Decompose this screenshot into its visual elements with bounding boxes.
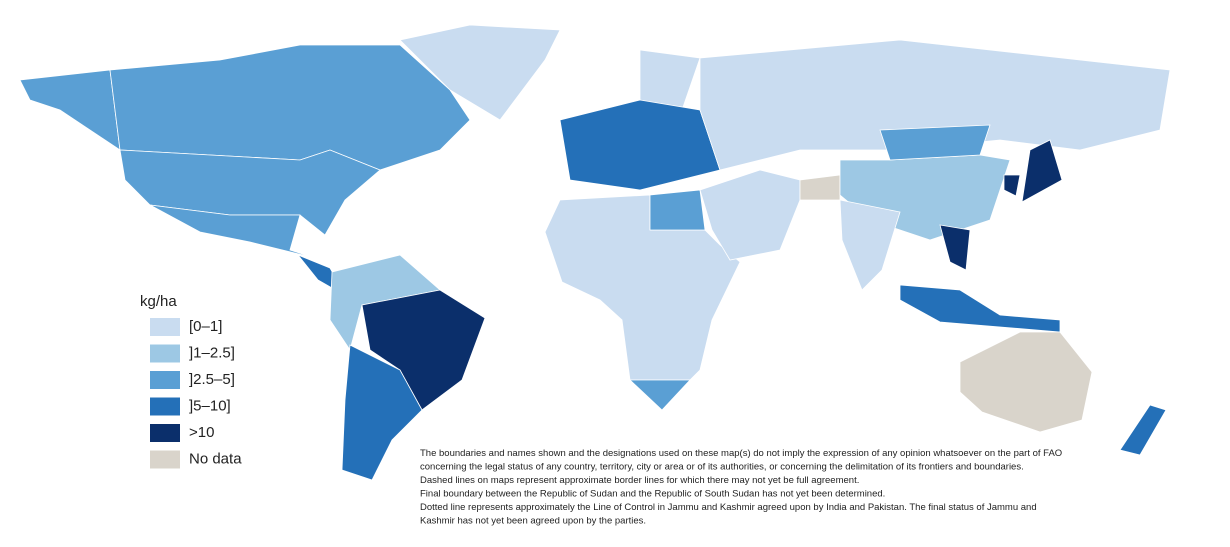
vietnam xyxy=(939,224,971,271)
legend: [0–1] ]1–2.5] ]2.5–5] ]5–10] >10 No data xyxy=(150,318,242,469)
legend-swatch xyxy=(150,344,180,363)
middle-east xyxy=(699,169,801,261)
europe xyxy=(559,99,721,191)
russia xyxy=(699,39,1171,171)
legend-label: ]1–2.5] xyxy=(189,344,235,361)
legend-swatch xyxy=(150,318,180,336)
australia xyxy=(959,331,1093,433)
legend-label: [0–1] xyxy=(189,318,222,335)
scandinavia xyxy=(639,49,701,111)
world-map xyxy=(19,24,1171,481)
disclaimer-line: Final boundary between the Republic of S… xyxy=(420,489,885,500)
mongolia xyxy=(879,124,991,161)
mexico xyxy=(149,204,316,259)
south-africa xyxy=(628,379,691,411)
disclaimer-line: The boundaries and names shown and the d… xyxy=(420,448,1062,459)
brazil xyxy=(361,289,486,411)
legend-title: kg/ha xyxy=(140,293,177,310)
canada xyxy=(109,44,471,171)
afghanistan xyxy=(799,174,841,201)
disclaimer: The boundaries and names shown and the d… xyxy=(420,448,1062,527)
legend-label: No data xyxy=(189,450,242,467)
japan xyxy=(1021,139,1063,203)
legend-swatch xyxy=(150,424,180,442)
india xyxy=(839,199,901,291)
legend-swatch xyxy=(150,450,180,469)
southern-cone xyxy=(341,344,423,481)
new-zealand xyxy=(1119,404,1167,456)
legend-label: ]5–10] xyxy=(189,397,231,414)
legend-swatch xyxy=(150,371,180,389)
legend-label: >10 xyxy=(189,424,214,441)
legend-swatch xyxy=(150,397,180,416)
alaska xyxy=(19,69,121,151)
disclaimer-line: Dashed lines on maps represent approxima… xyxy=(420,475,859,486)
usa xyxy=(119,149,381,236)
disclaimer-line: Kashmir has not yet been agreed upon by … xyxy=(420,516,646,527)
disclaimer-line: Dotted line represents approximately the… xyxy=(420,502,1037,513)
disclaimer-line: concerning the legal status of any count… xyxy=(420,462,1024,473)
korea xyxy=(1003,174,1021,197)
legend-label: ]2.5–5] xyxy=(189,371,235,388)
egypt xyxy=(649,189,706,231)
indonesia xyxy=(899,284,1061,333)
